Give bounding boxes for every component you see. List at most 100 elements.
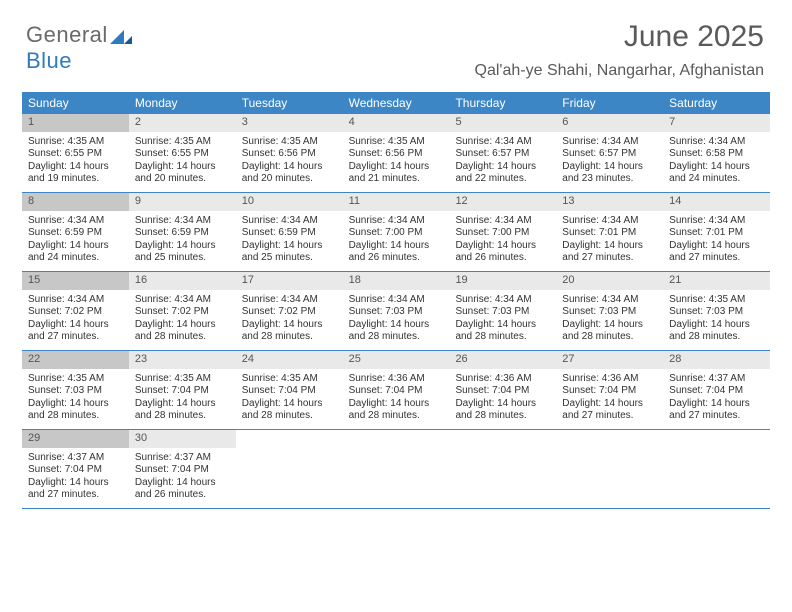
day-header-cell: Tuesday xyxy=(236,92,343,114)
day-body: Sunrise: 4:34 AMSunset: 7:02 PMDaylight:… xyxy=(129,290,236,350)
calendar-cell: 9Sunrise: 4:34 AMSunset: 6:59 PMDaylight… xyxy=(129,193,236,271)
daylight-line: Daylight: 14 hours and 25 minutes. xyxy=(135,240,230,265)
sunrise-line: Sunrise: 4:35 AM xyxy=(28,136,123,149)
calendar-cell: 8Sunrise: 4:34 AMSunset: 6:59 PMDaylight… xyxy=(22,193,129,271)
sunset-line: Sunset: 7:02 PM xyxy=(135,306,230,319)
calendar-cell: .. xyxy=(663,430,770,508)
calendar-week: 29Sunrise: 4:37 AMSunset: 7:04 PMDayligh… xyxy=(22,430,770,509)
calendar-cell: 30Sunrise: 4:37 AMSunset: 7:04 PMDayligh… xyxy=(129,430,236,508)
day-body: Sunrise: 4:34 AMSunset: 7:00 PMDaylight:… xyxy=(449,211,556,271)
calendar-cell: 2 Sunrise: 4:35 AMSunset: 6:55 PMDaylight… xyxy=(129,114,236,192)
calendar-cell: 17Sunrise: 4:34 AMSunset: 7:02 PMDayligh… xyxy=(236,272,343,350)
day-number: 19 xyxy=(449,272,556,290)
daylight-line: Daylight: 14 hours and 26 minutes. xyxy=(455,240,550,265)
sunrise-line: Sunrise: 4:34 AM xyxy=(242,294,337,307)
day-number: 16 xyxy=(129,272,236,290)
day-number: 24 xyxy=(236,351,343,369)
sunrise-line: Sunrise: 4:34 AM xyxy=(28,294,123,307)
calendar-cell: 20Sunrise: 4:34 AMSunset: 7:03 PMDayligh… xyxy=(556,272,663,350)
day-body: Sunrise: 4:35 AMSunset: 7:03 PMDaylight:… xyxy=(22,369,129,429)
day-number: 27 xyxy=(556,351,663,369)
sunset-line: Sunset: 7:02 PM xyxy=(28,306,123,319)
sunset-line: Sunset: 7:04 PM xyxy=(455,385,550,398)
daylight-line: Daylight: 14 hours and 28 minutes. xyxy=(349,398,444,423)
daylight-line: Daylight: 14 hours and 28 minutes. xyxy=(28,398,123,423)
calendar-cell: 26Sunrise: 4:36 AMSunset: 7:04 PMDayligh… xyxy=(449,351,556,429)
daylight-line: Daylight: 14 hours and 28 minutes. xyxy=(349,319,444,344)
sunrise-line: Sunrise: 4:34 AM xyxy=(135,215,230,228)
day-number: 28 xyxy=(663,351,770,369)
daylight-line: Daylight: 14 hours and 28 minutes. xyxy=(562,319,657,344)
sunset-line: Sunset: 7:04 PM xyxy=(28,464,123,477)
calendar-cell: 14Sunrise: 4:34 AMSunset: 7:01 PMDayligh… xyxy=(663,193,770,271)
day-number: 6 xyxy=(556,114,663,132)
calendar-cell: .. xyxy=(449,430,556,508)
calendar-week: 8Sunrise: 4:34 AMSunset: 6:59 PMDaylight… xyxy=(22,193,770,272)
daylight-line: Daylight: 14 hours and 20 minutes. xyxy=(135,161,230,186)
sunset-line: Sunset: 7:04 PM xyxy=(562,385,657,398)
day-body: Sunrise: 4:35 AMSunset: 7:04 PMDaylight:… xyxy=(129,369,236,429)
daylight-line: Daylight: 14 hours and 21 minutes. xyxy=(349,161,444,186)
sunset-line: Sunset: 6:57 PM xyxy=(562,148,657,161)
sunset-line: Sunset: 7:04 PM xyxy=(669,385,764,398)
brand-part1: General xyxy=(26,22,108,47)
daylight-line: Daylight: 14 hours and 27 minutes. xyxy=(28,477,123,502)
sunrise-line: Sunrise: 4:37 AM xyxy=(669,373,764,386)
day-body: Sunrise: 4:34 AMSunset: 6:57 PMDaylight:… xyxy=(556,132,663,192)
day-body: Sunrise: 4:34 AMSunset: 6:59 PMDaylight:… xyxy=(22,211,129,271)
day-number: 21 xyxy=(663,272,770,290)
day-header-cell: Monday xyxy=(129,92,236,114)
daylight-line: Daylight: 14 hours and 28 minutes. xyxy=(135,319,230,344)
daylight-line: Daylight: 14 hours and 22 minutes. xyxy=(455,161,550,186)
calendar-cell: 25Sunrise: 4:36 AMSunset: 7:04 PMDayligh… xyxy=(343,351,450,429)
calendar-week: 15Sunrise: 4:34 AMSunset: 7:02 PMDayligh… xyxy=(22,272,770,351)
calendar-cell: 15Sunrise: 4:34 AMSunset: 7:02 PMDayligh… xyxy=(22,272,129,350)
daylight-line: Daylight: 14 hours and 25 minutes. xyxy=(242,240,337,265)
day-body: Sunrise: 4:35 AMSunset: 6:56 PMDaylight:… xyxy=(343,132,450,192)
sunrise-line: Sunrise: 4:34 AM xyxy=(455,136,550,149)
calendar-cell: 29Sunrise: 4:37 AMSunset: 7:04 PMDayligh… xyxy=(22,430,129,508)
daylight-line: Daylight: 14 hours and 20 minutes. xyxy=(242,161,337,186)
day-body: Sunrise: 4:34 AMSunset: 7:02 PMDaylight:… xyxy=(22,290,129,350)
day-number: 15 xyxy=(22,272,129,290)
sunset-line: Sunset: 6:55 PM xyxy=(135,148,230,161)
day-body: Sunrise: 4:34 AMSunset: 7:00 PMDaylight:… xyxy=(343,211,450,271)
calendar-cell: .. xyxy=(236,430,343,508)
sunrise-line: Sunrise: 4:35 AM xyxy=(349,136,444,149)
sunrise-line: Sunrise: 4:34 AM xyxy=(349,294,444,307)
page-title: June 2025 xyxy=(624,20,764,54)
sunset-line: Sunset: 7:03 PM xyxy=(349,306,444,319)
sunset-line: Sunset: 6:56 PM xyxy=(242,148,337,161)
sunset-line: Sunset: 6:59 PM xyxy=(28,227,123,240)
sunrise-line: Sunrise: 4:34 AM xyxy=(242,215,337,228)
sunrise-line: Sunrise: 4:34 AM xyxy=(135,294,230,307)
calendar-week: 22Sunrise: 4:35 AMSunset: 7:03 PMDayligh… xyxy=(22,351,770,430)
sunset-line: Sunset: 7:04 PM xyxy=(135,464,230,477)
sunrise-line: Sunrise: 4:35 AM xyxy=(669,294,764,307)
calendar-cell: 1Sunrise: 4:35 AMSunset: 6:55 PMDaylight… xyxy=(22,114,129,192)
sunrise-line: Sunrise: 4:34 AM xyxy=(669,215,764,228)
day-number: 2 xyxy=(129,114,236,132)
day-body: Sunrise: 4:37 AMSunset: 7:04 PMDaylight:… xyxy=(663,369,770,429)
day-header-cell: Wednesday xyxy=(343,92,450,114)
calendar-cell: 27Sunrise: 4:36 AMSunset: 7:04 PMDayligh… xyxy=(556,351,663,429)
calendar-cell: 3Sunrise: 4:35 AMSunset: 6:56 PMDaylight… xyxy=(236,114,343,192)
brand-part2: Blue xyxy=(26,48,72,73)
calendar-cell: .. xyxy=(556,430,663,508)
day-number: 3 xyxy=(236,114,343,132)
sunrise-line: Sunrise: 4:36 AM xyxy=(455,373,550,386)
day-body: Sunrise: 4:34 AMSunset: 7:03 PMDaylight:… xyxy=(449,290,556,350)
daylight-line: Daylight: 14 hours and 19 minutes. xyxy=(28,161,123,186)
day-number: 23 xyxy=(129,351,236,369)
day-body: Sunrise: 4:34 AMSunset: 6:59 PMDaylight:… xyxy=(129,211,236,271)
day-header-cell: Thursday xyxy=(449,92,556,114)
location-text: Qal'ah-ye Shahi, Nangarhar, Afghanistan xyxy=(475,62,764,80)
day-number: 12 xyxy=(449,193,556,211)
day-number: 17 xyxy=(236,272,343,290)
day-body: Sunrise: 4:36 AMSunset: 7:04 PMDaylight:… xyxy=(343,369,450,429)
daylight-line: Daylight: 14 hours and 28 minutes. xyxy=(242,398,337,423)
day-number: 29 xyxy=(22,430,129,448)
sunrise-line: Sunrise: 4:34 AM xyxy=(455,294,550,307)
calendar-cell: 10Sunrise: 4:34 AMSunset: 6:59 PMDayligh… xyxy=(236,193,343,271)
sunrise-line: Sunrise: 4:35 AM xyxy=(135,136,230,149)
